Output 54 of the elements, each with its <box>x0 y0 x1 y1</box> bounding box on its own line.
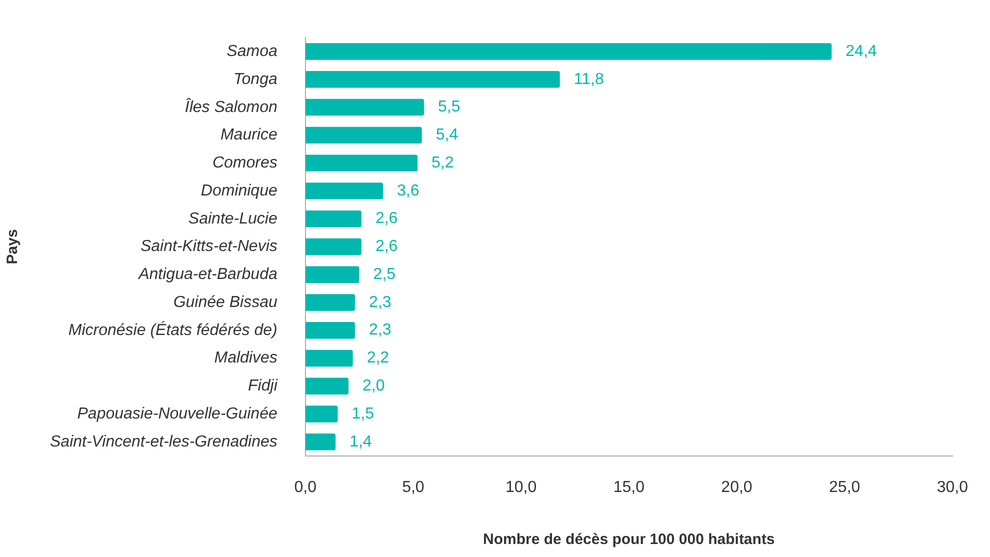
y-tick-label: Samoa <box>226 42 278 60</box>
x-axis-title: Nombre de décès pour 100 000 habitants <box>483 531 775 548</box>
x-tick-label: 30,0 <box>936 478 968 496</box>
x-tick-label: 0,0 <box>294 478 317 496</box>
y-tick-label: Guinée Bissau <box>173 294 278 311</box>
bar <box>305 350 353 367</box>
x-tick-label: 5,0 <box>402 478 424 496</box>
data-label: 2,3 <box>368 322 392 339</box>
y-tick-label: Fidji <box>248 378 278 395</box>
y-axis-title: Pays <box>4 229 22 264</box>
data-label: 5,2 <box>432 154 454 172</box>
y-tick-label: Saint-Kitts-et-Nevis <box>140 238 278 256</box>
data-label: 2,6 <box>375 238 398 256</box>
bar <box>305 154 418 172</box>
data-label: 2,3 <box>368 294 392 311</box>
bar <box>305 98 424 116</box>
y-tick-label: Maldives <box>214 350 278 367</box>
y-tick-label: Antigua-et-Barbuda <box>138 266 278 284</box>
bar <box>305 238 362 256</box>
y-tick-label: Îles Salomon <box>184 98 278 116</box>
bar <box>305 294 355 311</box>
data-label: 24,4 <box>846 42 877 60</box>
data-label: 5,5 <box>438 98 460 116</box>
bar <box>305 71 560 88</box>
y-tick-label: Dominique <box>200 182 278 200</box>
bar <box>305 182 384 200</box>
x-tick-label: 10,0 <box>505 478 537 496</box>
data-label: 2,2 <box>366 350 390 367</box>
bar <box>305 266 360 283</box>
x-tick-label: 20,0 <box>721 478 752 496</box>
data-label: 5,4 <box>436 126 458 144</box>
data-label: 2,0 <box>362 378 385 395</box>
y-tick-label: Maurice <box>220 126 278 144</box>
y-tick-label: Saint-Vincent-et-les-Grenadines <box>50 433 278 450</box>
y-tick-label: Papouasie-Nouvelle-Guinée <box>77 405 278 422</box>
bar <box>305 406 338 422</box>
x-tick-label: 25,0 <box>829 478 860 496</box>
data-label: 1,4 <box>350 433 372 450</box>
bar <box>305 433 336 450</box>
data-label: 11,8 <box>574 70 604 88</box>
y-tick-label: Tonga <box>233 70 278 88</box>
data-label: 2,6 <box>375 210 398 228</box>
bar <box>305 378 349 394</box>
data-label: 1,5 <box>352 405 374 422</box>
data-label: 3,6 <box>397 182 420 200</box>
x-tick-label: 15,0 <box>613 478 645 496</box>
y-tick-label: Comores <box>212 154 278 172</box>
data-label: 2,5 <box>373 266 396 283</box>
y-tick-label: Micronésie (États fédérés de) <box>68 320 278 339</box>
bar <box>305 210 362 228</box>
bar <box>305 126 422 144</box>
bar <box>305 43 832 60</box>
bar <box>305 322 355 339</box>
y-tick-label: Sainte-Lucie <box>188 210 278 228</box>
